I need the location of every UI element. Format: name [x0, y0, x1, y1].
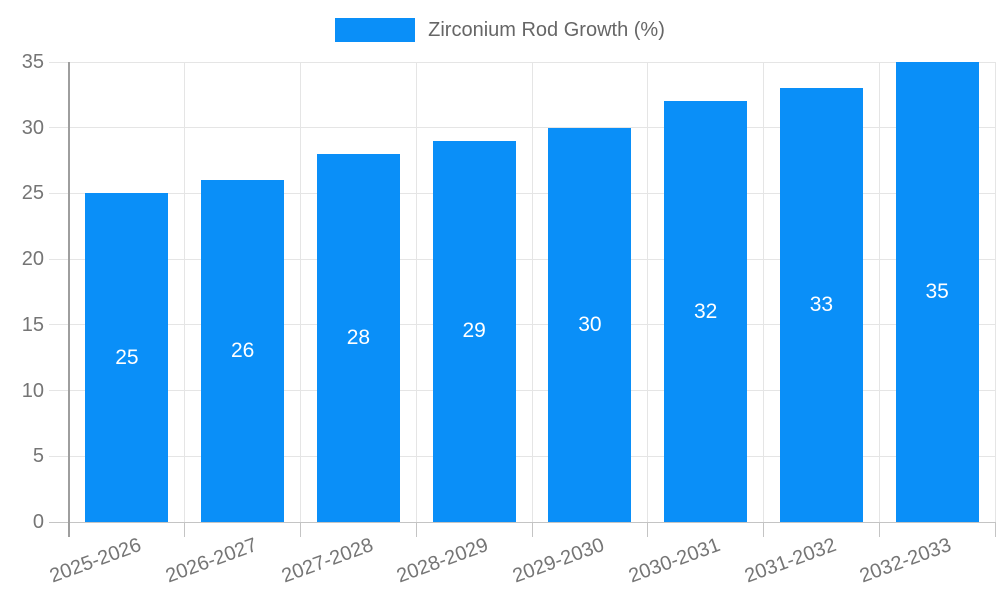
x-tick-mark [647, 522, 649, 537]
y-gridline [49, 61, 995, 63]
legend-label: Zirconium Rod Growth (%) [428, 18, 665, 41]
x-gridline [300, 62, 301, 522]
legend[interactable]: Zirconium Rod Growth (%) [0, 18, 1000, 42]
y-axis-tick-label: 5 [32, 445, 44, 468]
bar-value-label: 33 [809, 293, 834, 317]
bar-value-label: 29 [462, 319, 486, 343]
y-gridline [49, 521, 995, 523]
x-axis-tick-label: 2032-2033 [857, 534, 955, 588]
y-gridline [49, 192, 995, 194]
bar-2031-2032: 33 [779, 88, 863, 522]
bar-value-label: 35 [925, 280, 949, 303]
y-gridline [49, 258, 995, 260]
legend-swatch-icon [335, 18, 416, 42]
x-gridline [763, 62, 764, 522]
y-axis-tick-label: 10 [21, 379, 44, 402]
bar-2025-2026: 25 [85, 193, 169, 522]
y-gridline [49, 390, 995, 392]
x-axis-tick-label: 2029-2030 [509, 534, 608, 588]
y-axis-tick-label: 30 [21, 116, 44, 139]
bar-value-label: 32 [693, 299, 718, 323]
x-gridline [647, 62, 649, 522]
x-gridline [994, 62, 996, 522]
x-tick-mark [184, 522, 186, 537]
y-gridline [49, 127, 995, 129]
y-axis-tick-label: 15 [21, 313, 44, 336]
x-gridline [415, 62, 417, 522]
x-axis-tick-label: 2031-2032 [741, 534, 839, 588]
y-axis-tick-label: 0 [32, 511, 44, 533]
bar-2026-2027: 26 [201, 180, 285, 522]
x-tick-mark [531, 522, 533, 537]
y-axis-tick-label: 20 [21, 248, 44, 271]
bar-value-label: 30 [578, 312, 602, 336]
y-axis-tick-label: 35 [21, 51, 44, 73]
bar-2027-2028: 28 [316, 154, 400, 522]
x-tick-mark [878, 522, 880, 537]
x-axis-tick-label: 2026-2027 [162, 534, 261, 588]
x-gridline [184, 62, 186, 522]
y-axis-tick-label: 25 [21, 182, 44, 205]
bar-value-label: 26 [230, 339, 255, 363]
bar-2028-2029: 29 [432, 140, 516, 522]
x-axis-tick-label: 2028-2029 [394, 534, 492, 588]
x-gridline [531, 62, 533, 522]
x-tick-mark [994, 522, 996, 537]
x-tick-mark [763, 522, 764, 537]
x-tick-mark [300, 522, 301, 537]
bar-2029-2030: 30 [548, 127, 632, 522]
x-tick-mark [415, 522, 417, 537]
y-gridline [49, 324, 995, 326]
bar-2032-2033: 35 [895, 62, 979, 522]
bar-2030-2031: 32 [664, 101, 748, 522]
y-axis-line [68, 62, 70, 537]
x-axis-tick-label: 2030-2031 [625, 534, 724, 588]
bar-value-label: 25 [115, 345, 139, 369]
y-gridline [49, 455, 995, 457]
x-axis-tick-label: 2025-2026 [46, 534, 145, 588]
x-gridline [878, 62, 880, 522]
bar-value-label: 28 [346, 326, 371, 349]
x-axis-tick-label: 2027-2028 [278, 534, 376, 588]
